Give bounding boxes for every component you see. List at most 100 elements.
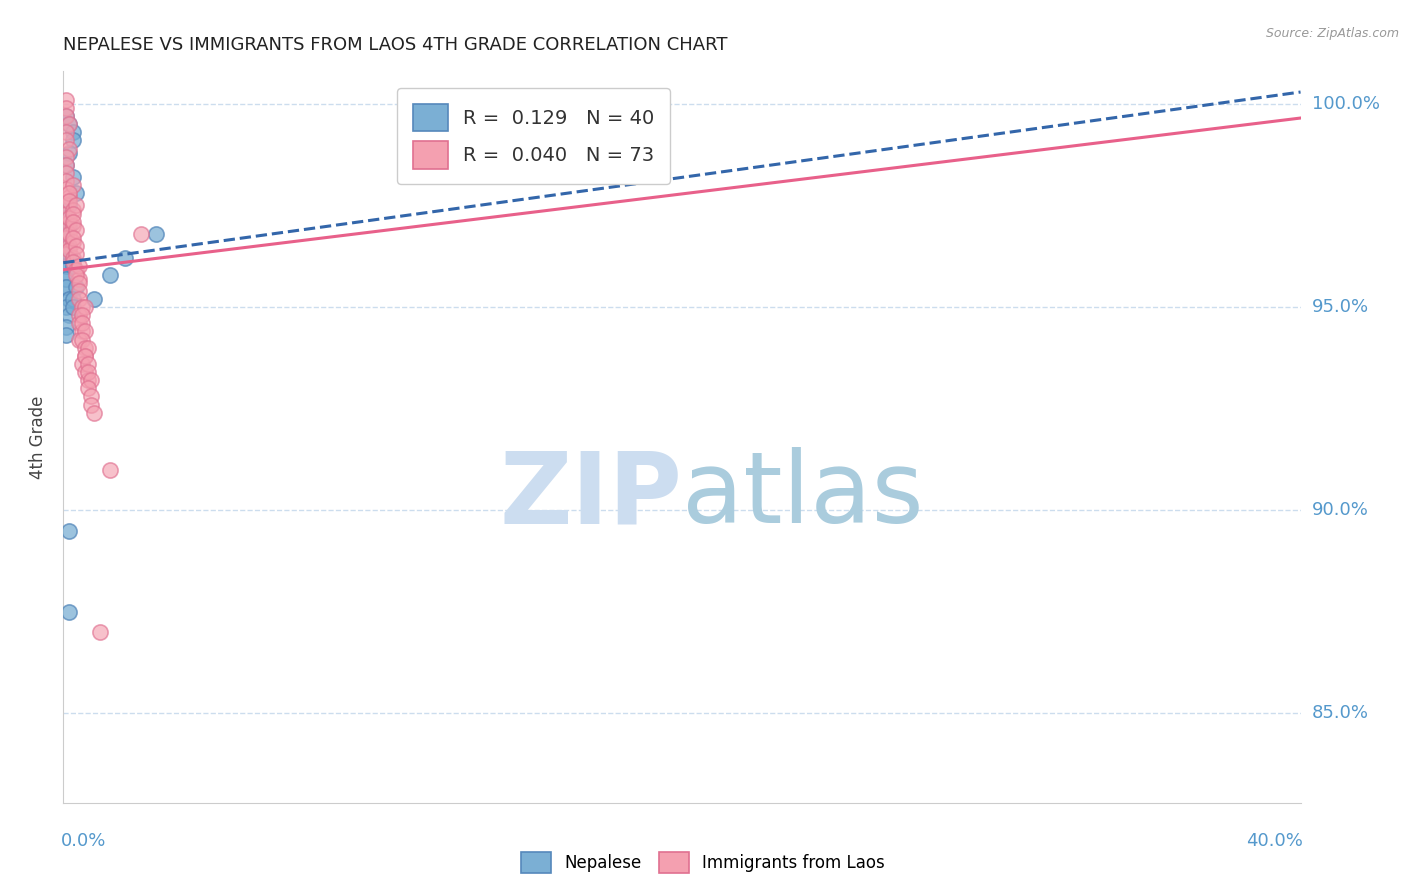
Point [65, 279, 87, 293]
Point [77, 381, 100, 395]
Text: 40.0%: 40.0% [1246, 832, 1303, 850]
Point [58, 243, 80, 257]
Point [70, 333, 93, 347]
Y-axis label: 4th Grade: 4th Grade [30, 395, 48, 479]
Point [55, 150, 77, 164]
Legend: R =  0.129   N = 40, R =  0.040   N = 73: R = 0.129 N = 40, R = 0.040 N = 73 [396, 88, 669, 185]
Text: 0.0%: 0.0% [60, 832, 107, 850]
Point [70, 308, 93, 322]
Text: atlas: atlas [682, 447, 924, 544]
Point [145, 227, 167, 241]
Point [65, 239, 87, 253]
Point [55, 271, 77, 285]
Point [70, 325, 93, 339]
Point [73, 349, 96, 363]
Point [67, 260, 90, 274]
Point [58, 219, 80, 233]
Point [73, 325, 96, 339]
Text: 95.0%: 95.0% [1312, 298, 1369, 316]
Point [77, 373, 100, 387]
Point [58, 239, 80, 253]
Point [58, 190, 80, 204]
Point [67, 308, 90, 322]
Point [609, 93, 631, 107]
Point [58, 117, 80, 131]
Point [114, 252, 136, 266]
Point [55, 279, 77, 293]
Point [58, 605, 80, 619]
Point [58, 260, 80, 274]
Point [65, 268, 87, 282]
Point [55, 158, 77, 172]
Point [55, 109, 77, 123]
Point [55, 328, 77, 343]
Point [62, 255, 84, 269]
Point [55, 158, 77, 172]
Point [55, 93, 77, 107]
Point [83, 406, 105, 420]
Point [55, 227, 77, 241]
Point [62, 215, 84, 229]
Point [77, 341, 100, 355]
Point [62, 219, 84, 233]
Point [55, 182, 77, 196]
Point [58, 215, 80, 229]
Point [62, 206, 84, 220]
Point [73, 349, 96, 363]
Point [55, 239, 77, 253]
Point [70, 357, 93, 371]
Point [83, 292, 105, 306]
Point [58, 117, 80, 131]
Point [55, 101, 77, 115]
Point [62, 231, 84, 245]
Point [55, 247, 77, 261]
Point [77, 365, 100, 379]
Point [67, 292, 90, 306]
Point [62, 235, 84, 249]
Point [67, 316, 90, 330]
Point [58, 211, 80, 225]
Point [65, 247, 87, 261]
Point [55, 231, 77, 245]
Point [55, 206, 77, 220]
Point [58, 292, 80, 306]
Point [55, 211, 77, 225]
Point [89, 625, 111, 640]
Point [65, 223, 87, 237]
Text: 90.0%: 90.0% [1312, 501, 1368, 519]
Point [73, 300, 96, 314]
Point [58, 142, 80, 156]
Point [55, 279, 77, 293]
Point [58, 308, 80, 322]
Point [58, 145, 80, 160]
Point [80, 398, 103, 412]
Point [62, 300, 84, 314]
Point [58, 194, 80, 209]
Point [58, 186, 80, 201]
Point [73, 365, 96, 379]
Point [65, 263, 87, 277]
Point [67, 271, 90, 285]
Text: 100.0%: 100.0% [1312, 95, 1379, 113]
Point [58, 227, 80, 241]
Point [55, 166, 77, 180]
Text: ZIP: ZIP [499, 447, 682, 544]
Point [62, 178, 84, 193]
Text: NEPALESE VS IMMIGRANTS FROM LAOS 4TH GRADE CORRELATION CHART: NEPALESE VS IMMIGRANTS FROM LAOS 4TH GRA… [63, 36, 728, 54]
Point [98, 462, 121, 476]
Point [55, 125, 77, 139]
Point [58, 198, 80, 212]
Point [65, 186, 87, 201]
Text: Source: ZipAtlas.com: Source: ZipAtlas.com [1265, 27, 1399, 40]
Point [62, 169, 84, 184]
Point [129, 227, 152, 241]
Point [55, 247, 77, 261]
Point [67, 276, 90, 290]
Point [55, 211, 77, 225]
Point [70, 316, 93, 330]
Point [55, 271, 77, 285]
Point [55, 133, 77, 147]
Point [62, 292, 84, 306]
Point [73, 341, 96, 355]
Point [58, 247, 80, 261]
